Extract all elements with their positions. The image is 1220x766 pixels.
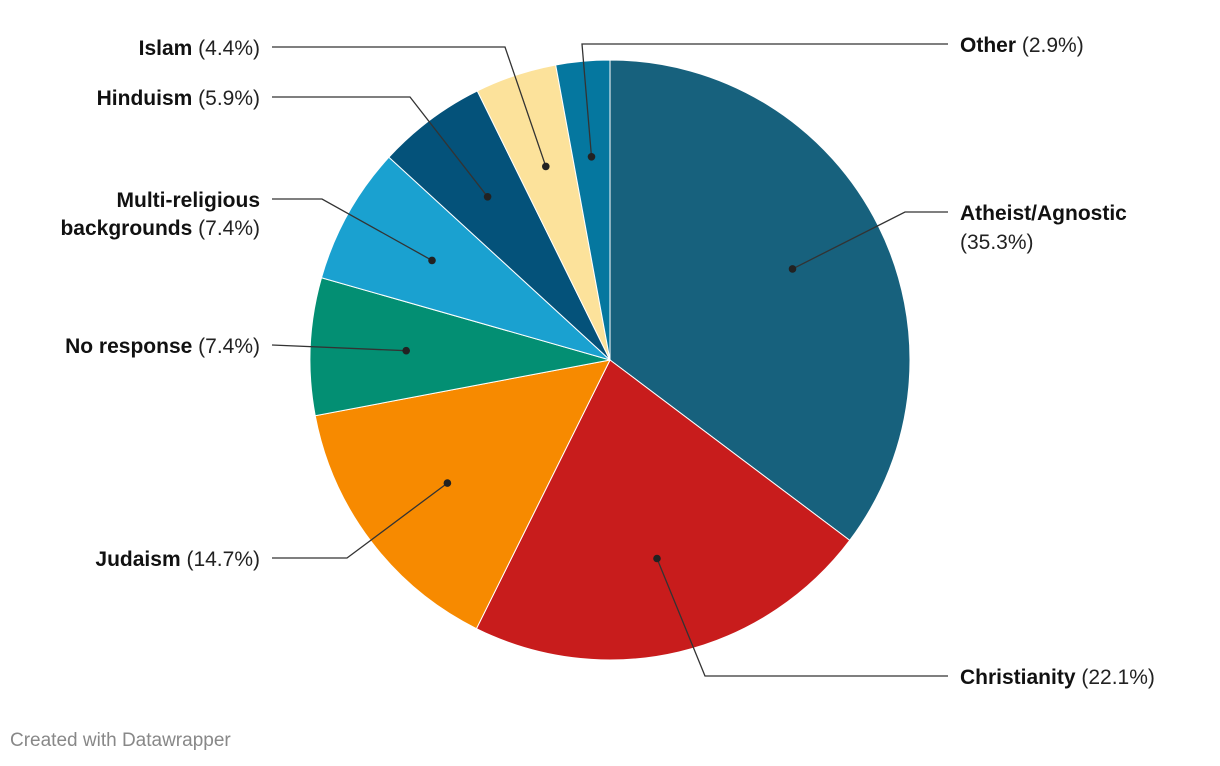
slice-label-other: Other (2.9%) [960, 34, 1084, 57]
leader-line-islam [272, 46, 547, 167]
slice-label-christianity: Christianity (22.1%) [960, 666, 1155, 689]
slice-label-multi-religious-backgrounds-line2: backgrounds (7.4%) [60, 217, 260, 240]
slice-label-multi-religious-backgrounds-line1: Multi-religious [117, 189, 261, 212]
datawrapper-credit: Created with Datawrapper [10, 730, 231, 751]
leader-line-multi-religious-backgrounds [272, 198, 433, 261]
leader-line-christianity [656, 558, 948, 677]
pie-slice-judaism [314, 359, 611, 630]
leader-dot-atheist-agnostic [788, 265, 797, 273]
pie-slice-christianity [475, 359, 851, 661]
leader-dot-no-response [402, 346, 411, 355]
slice-label-atheist-agnostic-line1: Atheist/Agnostic [960, 202, 1127, 225]
slice-label-no-response: No response (7.4%) [65, 335, 260, 358]
leader-line-no-response [271, 344, 407, 352]
slice-label-islam: Islam (4.4%) [139, 37, 260, 60]
leader-dot-hinduism [483, 193, 492, 201]
leader-line-judaism [272, 482, 448, 559]
pie-slice-other [555, 59, 611, 361]
leader-line-other [581, 43, 948, 157]
slice-label-hinduism: Hinduism (5.9%) [97, 87, 260, 110]
leader-dot-islam [542, 162, 550, 171]
leader-dot-christianity [653, 554, 661, 563]
leader-dot-multi-religious-backgrounds [428, 256, 436, 265]
leader-line-hinduism [272, 96, 489, 198]
leader-dot-judaism [443, 479, 452, 487]
slice-label-atheist-agnostic-line2: (35.3%) [960, 231, 1034, 254]
slice-label-judaism: Judaism (14.7%) [95, 548, 260, 571]
leader-line-atheist-agnostic [792, 211, 948, 270]
leader-dot-other [587, 153, 596, 161]
